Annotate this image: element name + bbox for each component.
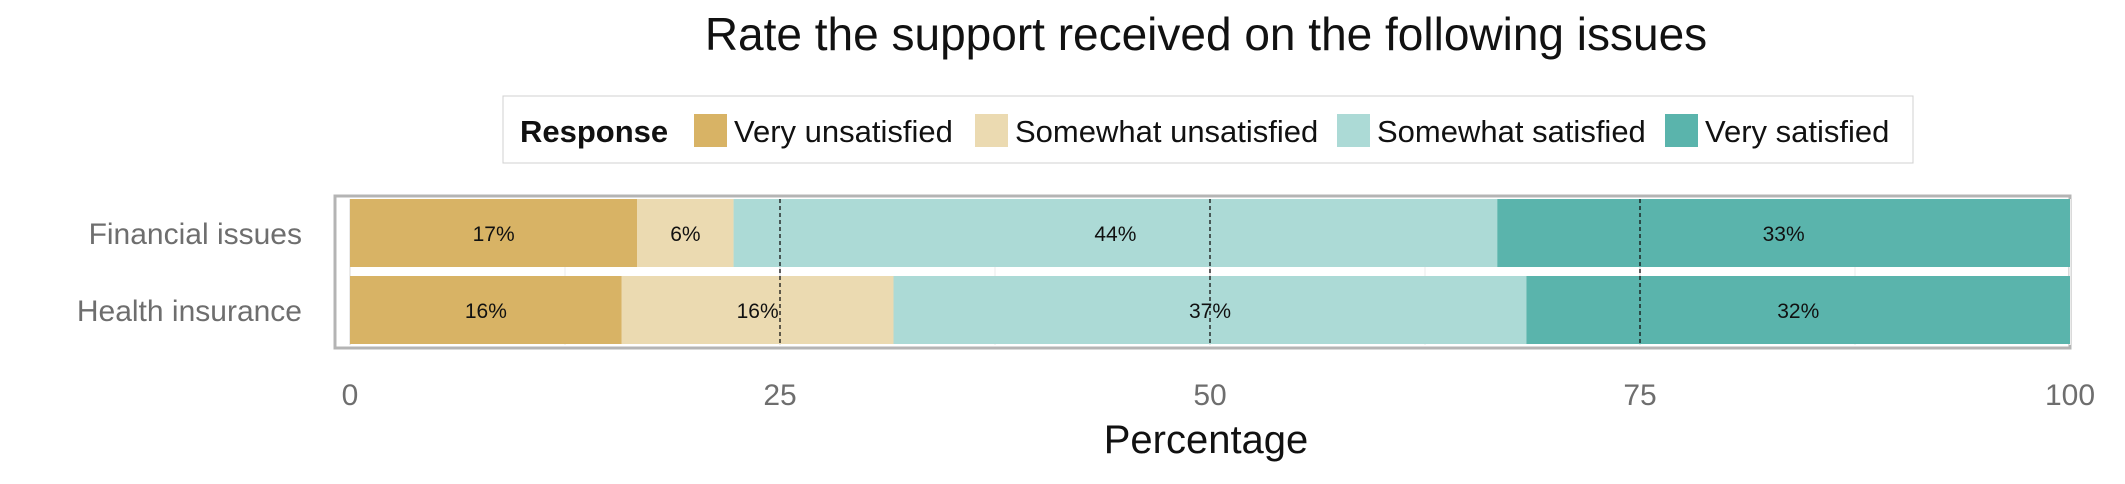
chart-title: Rate the support received on the followi… [705, 8, 1707, 60]
bar-segment [733, 199, 1498, 267]
legend-label: Very unsatisfied [734, 114, 953, 149]
data-label: 6% [670, 223, 700, 246]
plot-area: 17% 6% 44% 33%16% 16% 37% 32% [333, 194, 2072, 350]
data-label: 16% [737, 300, 779, 323]
category-labels: Financial issues Health insurance [77, 218, 302, 328]
legend-swatch [694, 114, 727, 147]
data-label: 32% [1777, 300, 1819, 323]
legend-swatch [1337, 114, 1370, 147]
bar-segment [1497, 199, 2070, 267]
bar-segment [1526, 276, 2070, 344]
legend: Response Very unsatisfied Somewhat unsati… [502, 95, 1914, 164]
legend-swatch [975, 114, 1008, 147]
data-label: 33% [1763, 223, 1805, 246]
category-label: Health insurance [77, 295, 302, 328]
legend-label: Somewhat unsatisfied [1015, 114, 1318, 149]
bars [350, 199, 2070, 344]
data-label: 17% [473, 223, 515, 246]
reference-lines [779, 199, 1641, 345]
bar-segment [637, 199, 734, 267]
bar-segment [350, 276, 622, 344]
x-axis-ticks: 0 25 50 75 100 [342, 379, 2095, 412]
bar-segment [350, 199, 638, 267]
x-tick-label: 75 [1623, 379, 1656, 412]
legend-title: Response [520, 114, 668, 149]
x-axis-title: Percentage [1104, 418, 1309, 462]
legend-swatch [1665, 114, 1698, 147]
x-tick-label: 25 [763, 379, 796, 412]
bar-segment [621, 276, 894, 344]
data-labels: 17% 6% 44% 33%16% 16% 37% 32% [465, 223, 1819, 323]
legend-label: Somewhat satisfied [1377, 114, 1646, 149]
data-label: 16% [465, 300, 507, 323]
x-tick-label: 50 [1193, 379, 1226, 412]
x-tick-label: 100 [2045, 379, 2095, 412]
data-label: 44% [1094, 223, 1136, 246]
x-tick-label: 0 [342, 379, 359, 412]
legend-label: Very satisfied [1705, 114, 1889, 149]
category-label: Financial issues [89, 218, 302, 251]
